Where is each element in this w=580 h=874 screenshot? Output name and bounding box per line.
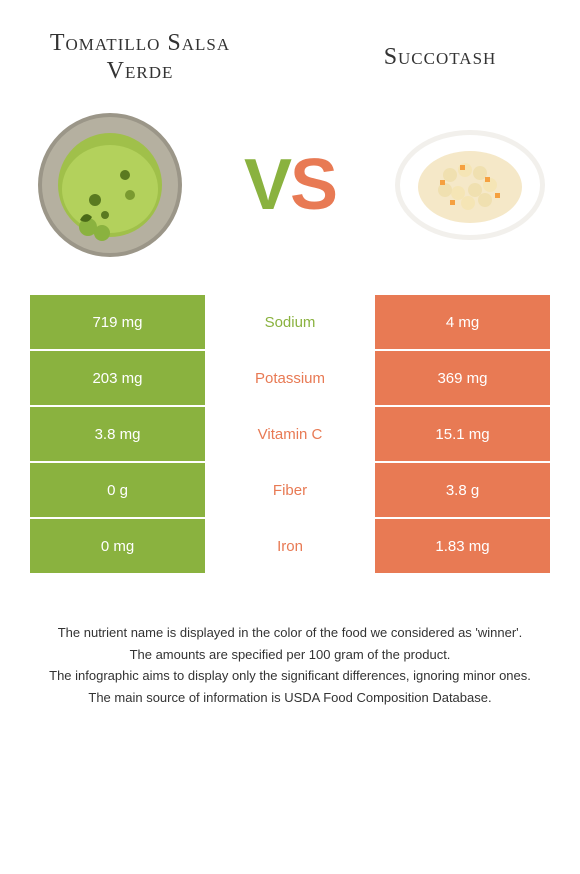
nutrient-table: 719 mg Sodium 4 mg 203 mg Potassium 369 … [30,295,550,573]
table-row: 0 g Fiber 3.8 g [30,463,550,517]
vs-v: V [244,145,290,225]
right-value: 3.8 g [375,463,550,517]
footer-line: The nutrient name is displayed in the co… [30,623,550,643]
nutrient-label: Fiber [205,463,375,517]
table-row: 3.8 mg Vitamin C 15.1 mg [30,407,550,461]
right-value: 4 mg [375,295,550,349]
footer-line: The main source of information is USDA F… [30,688,550,708]
images-row: VS [0,95,580,285]
left-value: 0 g [30,463,205,517]
nutrient-label: Sodium [205,295,375,349]
left-value: 719 mg [30,295,205,349]
header: Tomatillo Salsa Verde Succotash [0,0,580,95]
right-value: 15.1 mg [375,407,550,461]
table-row: 0 mg Iron 1.83 mg [30,519,550,573]
nutrient-label: Vitamin C [205,407,375,461]
left-value: 3.8 mg [30,407,205,461]
left-value: 0 mg [30,519,205,573]
nutrient-label: Potassium [205,351,375,405]
nutrient-label: Iron [205,519,375,573]
table-row: 203 mg Potassium 369 mg [30,351,550,405]
vs-s: S [290,145,336,225]
footer-line: The amounts are specified per 100 gram o… [30,645,550,665]
right-value: 1.83 mg [375,519,550,573]
right-food-image [390,105,550,265]
left-food-image [30,105,190,265]
title-left: Tomatillo Salsa Verde [40,30,240,85]
right-value: 369 mg [375,351,550,405]
title-right: Succotash [340,44,540,71]
footer-notes: The nutrient name is displayed in the co… [30,623,550,707]
left-value: 203 mg [30,351,205,405]
footer-line: The infographic aims to display only the… [30,666,550,686]
table-row: 719 mg Sodium 4 mg [30,295,550,349]
vs-label: VS [244,144,336,226]
